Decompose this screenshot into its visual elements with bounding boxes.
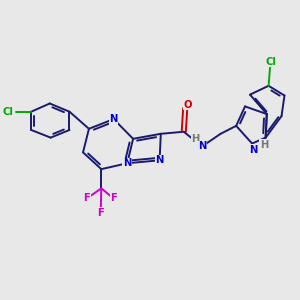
Text: N: N — [198, 142, 206, 152]
Text: N: N — [110, 114, 118, 124]
Text: O: O — [183, 100, 192, 110]
Text: N: N — [155, 155, 164, 165]
Text: F: F — [83, 193, 90, 203]
Text: F: F — [111, 193, 117, 203]
Text: Cl: Cl — [266, 57, 276, 67]
Text: N: N — [123, 158, 131, 168]
Text: F: F — [97, 208, 104, 218]
Text: H: H — [191, 134, 200, 144]
Text: H: H — [260, 140, 268, 150]
Text: Cl: Cl — [3, 107, 13, 117]
Text: N: N — [249, 145, 258, 155]
